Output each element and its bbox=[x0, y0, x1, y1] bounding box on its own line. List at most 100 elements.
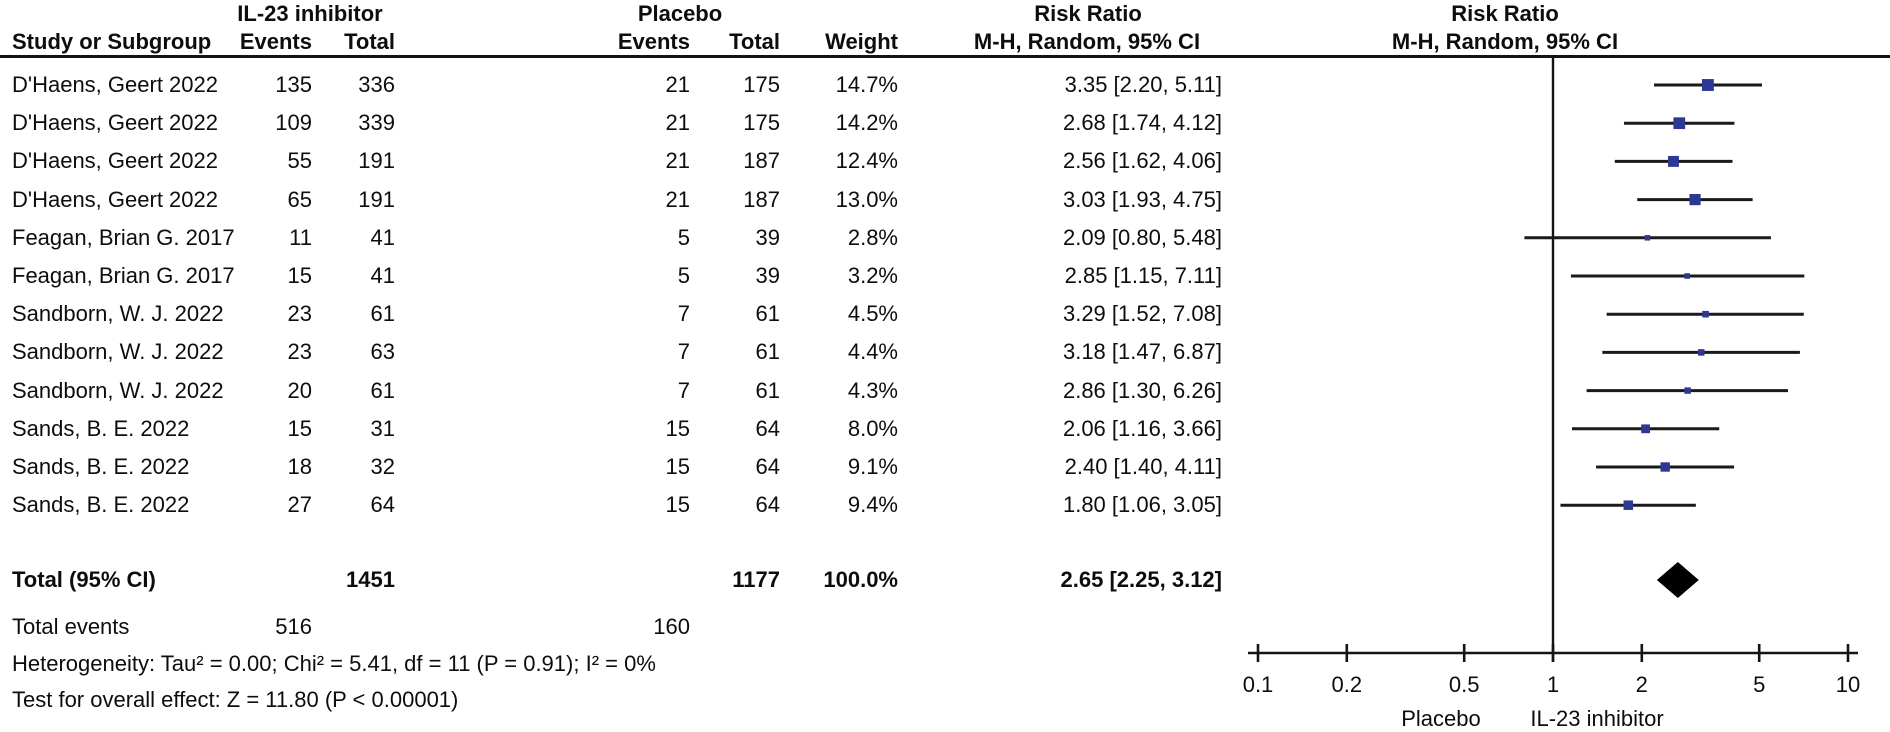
study-label: Sandborn, W. J. 2022 bbox=[12, 339, 224, 365]
control-total-value: 64 bbox=[755, 415, 780, 441]
treatment-events-value: 55 bbox=[287, 148, 312, 174]
risk-ratio-ci-header: M-H, Random, 95% CI bbox=[973, 29, 1201, 54]
treatment-total-value: 41 bbox=[370, 224, 395, 250]
total-risk-ratio-ci: 2.65 [2.25, 3.12] bbox=[1060, 567, 1222, 592]
control-events-value: 5 bbox=[677, 224, 690, 250]
table-row: Feagan, Brian G. 2017 11 41 5 39 2.8% 2.… bbox=[0, 219, 1890, 257]
control-events-value: 15 bbox=[665, 415, 690, 441]
control-total-value: 175 bbox=[743, 72, 780, 97]
risk-ratio-ci-value: 1.80 [1.06, 3.05] bbox=[1062, 492, 1222, 518]
table-row: D'Haens, Geert 2022 135 336 21 175 14.7%… bbox=[0, 66, 1890, 104]
risk-ratio-ci-value: 3.29 [1.52, 7.08] bbox=[1062, 301, 1222, 327]
control-events-value: 21 bbox=[665, 110, 690, 136]
weight-value: 13.0% bbox=[835, 186, 898, 212]
study-label: D'Haens, Geert 2022 bbox=[12, 148, 218, 174]
treatment-total-value: 61 bbox=[370, 301, 395, 327]
risk-ratio-ci-value: 2.85 [1.15, 7.11] bbox=[1064, 263, 1222, 288]
control-events-value: 15 bbox=[665, 454, 690, 479]
weight-value: 4.3% bbox=[847, 377, 898, 403]
control-total-value: 61 bbox=[755, 377, 780, 403]
study-label: Sands, B. E. 2022 bbox=[12, 492, 190, 518]
treatment-events-value: 23 bbox=[287, 339, 312, 365]
table-row: Sands, B. E. 2022 27 64 15 64 9.4% 1.80 … bbox=[0, 486, 1890, 524]
overall-effect-text: Test for overall effect: Z = 11.80 (P < … bbox=[12, 687, 459, 712]
risk-ratio-ci-value: 3.03 [1.93, 4.75] bbox=[1062, 186, 1222, 212]
treatment-events-value: 11 bbox=[289, 224, 312, 250]
total-row: Total (95% CI) 1451 1177 100.0% 2.65 [2.… bbox=[0, 561, 1890, 599]
table-row: Sands, B. E. 2022 18 32 15 64 9.1% 2.40 … bbox=[0, 448, 1890, 486]
treatment-total-header: Total bbox=[344, 29, 395, 54]
control-group-header: Placebo bbox=[637, 1, 723, 26]
treatment-total-value: 61 bbox=[370, 377, 395, 403]
control-total-value: 61 bbox=[755, 339, 780, 365]
treatment-total-value: 64 bbox=[370, 492, 395, 518]
control-total-value: 39 bbox=[755, 263, 780, 288]
treatment-total-value: 336 bbox=[358, 72, 395, 97]
risk-ratio-ci-value: 2.68 [1.74, 4.12] bbox=[1062, 110, 1222, 136]
control-events-value: 7 bbox=[677, 377, 690, 403]
total-weight: 100.0% bbox=[823, 567, 898, 592]
risk-ratio-ci-value: 2.09 [0.80, 5.48] bbox=[1062, 224, 1222, 250]
study-label: D'Haens, Geert 2022 bbox=[12, 72, 218, 97]
treatment-events-value: 20 bbox=[287, 377, 312, 403]
weight-header: Weight bbox=[825, 29, 898, 54]
total-events-control: 160 bbox=[653, 614, 690, 639]
treatment-events-value: 15 bbox=[287, 415, 312, 441]
control-events-value: 7 bbox=[677, 301, 690, 327]
weight-value: 4.5% bbox=[847, 301, 898, 327]
table-row: Sandborn, W. J. 2022 23 63 7 61 4.4% 3.1… bbox=[0, 333, 1890, 371]
treatment-total-value: 32 bbox=[370, 454, 395, 479]
weight-value: 2.8% bbox=[847, 224, 898, 250]
total-label: Total (95% CI) bbox=[12, 567, 156, 592]
weight-value: 9.4% bbox=[847, 492, 898, 518]
weight-value: 14.2% bbox=[835, 110, 898, 136]
control-events-value: 21 bbox=[665, 148, 690, 174]
treatment-total-value: 63 bbox=[370, 339, 395, 365]
control-total-value: 64 bbox=[755, 454, 780, 479]
total-treatment-total: 1451 bbox=[346, 567, 395, 592]
total-events-row: Total events 516 160 bbox=[0, 608, 1890, 646]
control-total-header: Total bbox=[729, 29, 780, 54]
table-row: Sands, B. E. 2022 15 31 15 64 8.0% 2.06 … bbox=[0, 410, 1890, 448]
weight-value: 14.7% bbox=[835, 72, 898, 97]
treatment-group-header: IL-23 inhibitor bbox=[237, 1, 383, 26]
control-events-value: 21 bbox=[665, 186, 690, 212]
table-row: D'Haens, Geert 2022 55 191 21 187 12.4% … bbox=[0, 142, 1890, 180]
study-label: Sands, B. E. 2022 bbox=[12, 454, 190, 479]
study-label: Sandborn, W. J. 2022 bbox=[12, 377, 224, 403]
study-label: D'Haens, Geert 2022 bbox=[12, 110, 218, 136]
study-label: Feagan, Brian G. 2017 bbox=[12, 263, 235, 288]
control-total-value: 175 bbox=[743, 110, 780, 136]
study-label: Sands, B. E. 2022 bbox=[12, 415, 190, 441]
risk-ratio-ci-value: 3.18 [1.47, 6.87] bbox=[1062, 339, 1222, 365]
treatment-events-header: Events bbox=[239, 29, 312, 54]
risk-ratio-ci-value: 2.40 [1.40, 4.11] bbox=[1064, 454, 1222, 479]
treatment-events-value: 27 bbox=[287, 492, 312, 518]
weight-value: 12.4% bbox=[835, 148, 898, 174]
study-label: D'Haens, Geert 2022 bbox=[12, 186, 218, 212]
header-divider bbox=[0, 55, 1890, 58]
treatment-events-value: 18 bbox=[287, 454, 312, 479]
treatment-total-value: 41 bbox=[370, 263, 395, 288]
plot-title: Risk Ratio bbox=[1451, 1, 1559, 26]
total-control-total: 1177 bbox=[732, 567, 780, 592]
total-events-label: Total events bbox=[12, 614, 130, 639]
overall-effect-row: Test for overall effect: Z = 11.80 (P < … bbox=[0, 681, 1890, 719]
control-total-value: 187 bbox=[743, 148, 780, 174]
table-row: D'Haens, Geert 2022 65 191 21 187 13.0% … bbox=[0, 181, 1890, 219]
treatment-total-value: 191 bbox=[358, 186, 395, 212]
treatment-events-value: 23 bbox=[287, 301, 312, 327]
control-events-value: 7 bbox=[677, 339, 690, 365]
table-row: D'Haens, Geert 2022 109 339 21 175 14.2%… bbox=[0, 104, 1890, 142]
treatment-total-value: 191 bbox=[358, 148, 395, 174]
table-row: Sandborn, W. J. 2022 20 61 7 61 4.3% 2.8… bbox=[0, 372, 1890, 410]
control-total-value: 61 bbox=[755, 301, 780, 327]
treatment-events-value: 135 bbox=[275, 72, 312, 97]
treatment-events-value: 65 bbox=[287, 186, 312, 212]
control-events-value: 15 bbox=[665, 492, 690, 518]
table-row: Sandborn, W. J. 2022 23 61 7 61 4.5% 3.2… bbox=[0, 295, 1890, 333]
weight-value: 8.0% bbox=[847, 415, 898, 441]
table-row: Feagan, Brian G. 2017 15 41 5 39 3.2% 2.… bbox=[0, 257, 1890, 295]
weight-value: 9.1% bbox=[847, 454, 898, 479]
